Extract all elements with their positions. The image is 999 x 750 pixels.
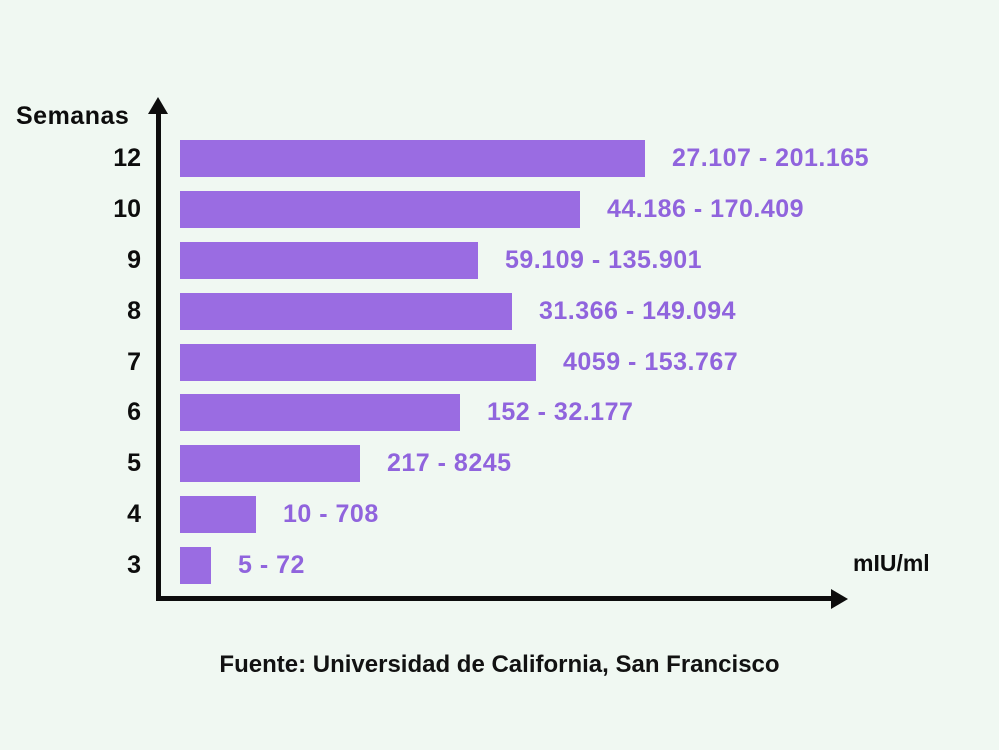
- bar-value-label: 44.186 - 170.409: [607, 194, 805, 223]
- y-tick-label: 9: [127, 245, 141, 274]
- bar: [180, 292, 512, 330]
- bar: [180, 190, 580, 228]
- x-axis-title: mIU/ml: [853, 550, 930, 576]
- bar: [180, 496, 256, 534]
- y-tick-label: 10: [113, 194, 141, 223]
- bar-value-label: 152 - 32.177: [487, 398, 634, 427]
- bar: [180, 241, 478, 279]
- bar-value-label: 31.366 - 149.094: [539, 296, 737, 325]
- bar: [180, 140, 645, 177]
- bar-value-label: 217 - 8245: [387, 449, 512, 478]
- chart-row-week-12: 12 27.107 - 201.165: [0, 140, 869, 177]
- y-axis-arrow-icon: [148, 97, 168, 114]
- x-axis: [156, 596, 832, 601]
- y-tick-label: 7: [127, 347, 141, 376]
- bar-value-label: 27.107 - 201.165: [672, 144, 870, 172]
- source-caption: Fuente: Universidad de California, San F…: [219, 651, 780, 678]
- bar-value-label: 5 - 72: [238, 551, 305, 579]
- bar: [180, 394, 460, 432]
- y-tick-label: 8: [127, 296, 141, 325]
- bar-value-label: 4059 - 153.767: [563, 347, 739, 376]
- y-tick-label: 12: [113, 144, 141, 172]
- bar: [180, 445, 360, 483]
- chart-row-week-4: 4 10 - 708: [0, 496, 379, 534]
- y-tick-label: 4: [127, 500, 141, 529]
- chart-row-week-7: 7 4059 - 153.767: [0, 343, 739, 381]
- y-tick-label: 6: [127, 398, 141, 427]
- chart-row-week-3: 3 5 - 72: [0, 547, 305, 584]
- chart-row-week-9: 9 59.109 - 135.901: [0, 241, 703, 279]
- bar: [180, 547, 211, 584]
- y-tick-label: 3: [127, 551, 141, 579]
- y-axis-title: Semanas: [16, 102, 130, 130]
- chart-row-week-8: 8 31.366 - 149.094: [0, 292, 737, 330]
- bar: [180, 343, 536, 381]
- bar-value-label: 10 - 708: [283, 500, 379, 529]
- chart-row-week-6: 6 152 - 32.177: [0, 394, 634, 432]
- y-axis: [156, 111, 161, 601]
- y-tick-label: 5: [127, 449, 141, 478]
- bar-value-label: 59.109 - 135.901: [505, 245, 703, 274]
- x-axis-arrow-icon: [831, 588, 848, 609]
- chart-row-week-5: 5 217 - 8245: [0, 445, 512, 483]
- chart-row-week-10: 10 44.186 - 170.409: [0, 190, 805, 228]
